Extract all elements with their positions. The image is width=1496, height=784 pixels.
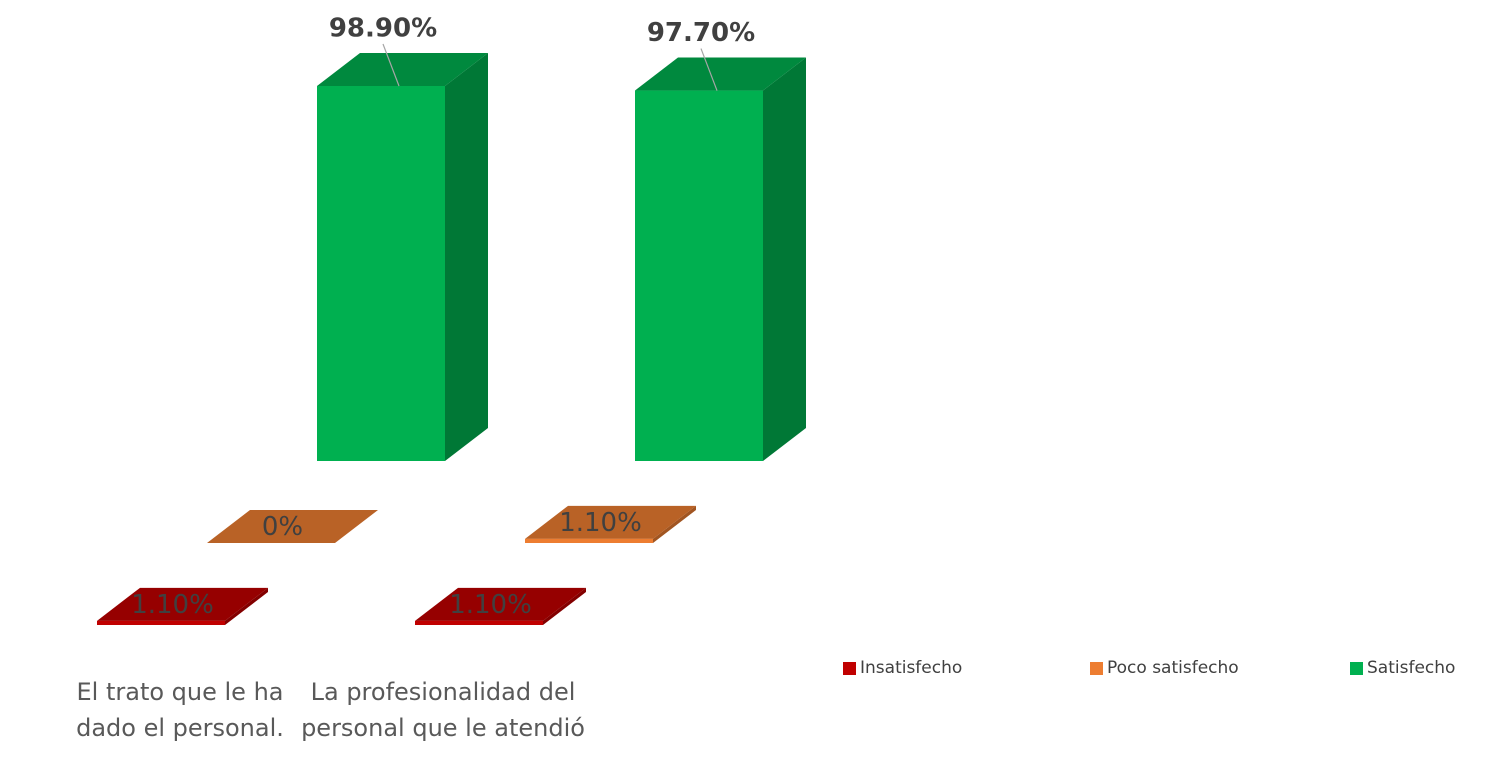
bar (97, 620, 225, 625)
bar-side (763, 57, 806, 461)
bar (635, 90, 763, 461)
value-label: 1.10% (449, 590, 532, 620)
bar-side (653, 505, 696, 543)
legend-swatch (843, 661, 856, 675)
bar-side (225, 587, 268, 625)
bar-top (207, 510, 378, 543)
legend-label: Insatisfecho (860, 658, 963, 678)
value-label: 98.90% (329, 14, 437, 44)
legend-item: Insatisfecho (843, 658, 962, 678)
value-label: 1.10% (131, 590, 214, 620)
leader-line (382, 43, 400, 87)
value-label: 0% (262, 512, 303, 542)
bar-top (97, 587, 268, 621)
bar-top (317, 53, 488, 86)
bar-side (543, 587, 586, 625)
legend-label: Satisfecho (1367, 658, 1456, 678)
bar (415, 620, 543, 625)
legend-label: Poco satisfecho (1107, 658, 1239, 678)
bar (525, 538, 653, 543)
bar-top (635, 57, 806, 91)
x-tick-label: El trato que le ha dado el personal. (76, 678, 284, 742)
bar-top (525, 505, 696, 539)
legend-item: Poco satisfecho (1090, 658, 1239, 678)
bar-top (415, 587, 586, 621)
value-label: 1.10% (559, 508, 642, 538)
legend-item: Satisfecho (1350, 658, 1455, 678)
bar-side (445, 53, 488, 461)
leader-line (700, 48, 718, 91)
bar (317, 86, 445, 461)
legend-swatch (1350, 661, 1363, 675)
value-label: 97.70% (647, 18, 755, 48)
legend-swatch (1090, 661, 1103, 675)
x-tick-label: La profesionalidad del personal que le a… (301, 678, 585, 742)
